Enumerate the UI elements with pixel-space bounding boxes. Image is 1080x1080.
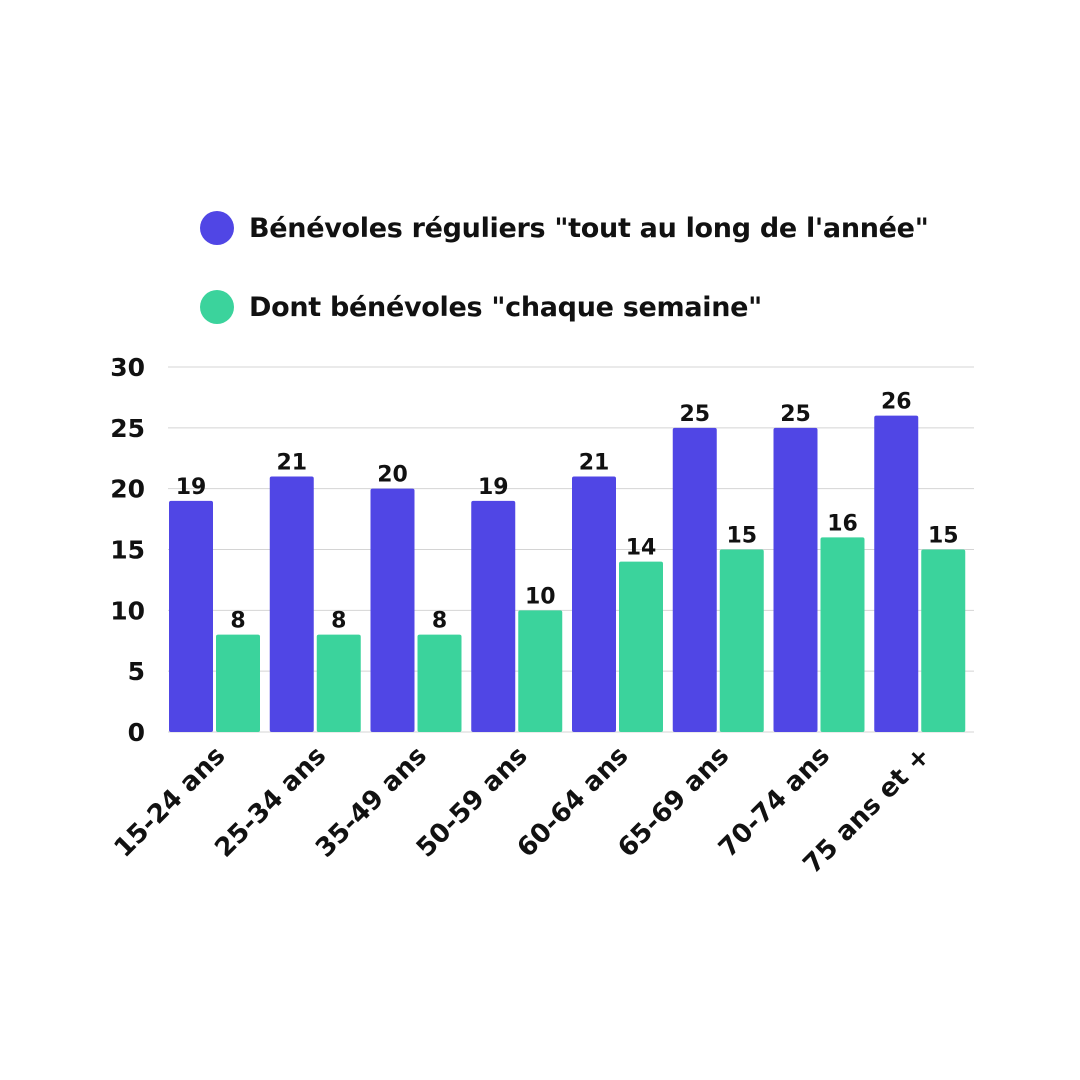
y-tick-label: 0 xyxy=(128,718,145,747)
value-label: 10 xyxy=(525,584,556,609)
value-label: 8 xyxy=(432,609,447,634)
value-label: 19 xyxy=(478,475,509,500)
legend-swatch-weekly xyxy=(200,290,234,324)
value-label: 20 xyxy=(377,463,408,488)
bar-weekly xyxy=(417,634,462,732)
bar-weekly xyxy=(921,549,966,732)
value-label: 15 xyxy=(928,524,959,549)
y-tick-label: 10 xyxy=(110,596,145,625)
bar-weekly xyxy=(619,561,663,732)
value-label: 25 xyxy=(780,402,811,427)
bar-weekly xyxy=(316,634,361,732)
value-label: 21 xyxy=(579,451,610,476)
bar-regular xyxy=(269,476,314,732)
value-label: 21 xyxy=(276,451,307,476)
value-labels: 19 8 21 8 20 8 19 10 21 14 25 15 25 16 26 15 xyxy=(176,390,959,634)
y-tick-label: 20 xyxy=(110,475,145,504)
bar-weekly xyxy=(719,549,764,732)
bar-regular xyxy=(370,488,415,732)
value-label: 8 xyxy=(230,609,245,634)
value-label: 26 xyxy=(881,390,912,415)
legend-label-weekly: Dont bénévoles "chaque semaine" xyxy=(249,291,762,323)
bar-regular xyxy=(471,500,516,732)
bar-weekly xyxy=(820,537,865,732)
bar-regular xyxy=(169,500,213,732)
value-label: 15 xyxy=(726,524,757,549)
legend-label-regular: Bénévoles réguliers "tout au long de l'a… xyxy=(249,212,929,244)
bar-regular xyxy=(572,476,616,732)
legend-item-weekly: Dont bénévoles "chaque semaine" xyxy=(200,290,762,324)
bar-weekly xyxy=(216,634,260,732)
legend-item-regular: Bénévoles réguliers "tout au long de l'a… xyxy=(200,211,929,245)
bar-regular xyxy=(672,427,717,732)
value-label: 8 xyxy=(331,609,346,634)
bar-regular xyxy=(874,415,919,732)
y-tick-label: 5 xyxy=(128,657,145,686)
value-label: 25 xyxy=(679,402,710,427)
y-tick-label: 30 xyxy=(110,353,145,382)
value-label: 19 xyxy=(176,475,207,500)
value-label: 14 xyxy=(626,536,657,561)
legend-swatch-regular xyxy=(200,211,234,245)
y-axis-ticks: 0 5 10 15 20 25 30 xyxy=(110,353,145,747)
y-tick-label: 25 xyxy=(110,414,145,443)
bar-weekly xyxy=(518,610,563,732)
bars xyxy=(169,415,966,732)
y-tick-label: 15 xyxy=(110,536,145,565)
value-label: 16 xyxy=(827,511,858,536)
bar-regular xyxy=(773,427,818,732)
